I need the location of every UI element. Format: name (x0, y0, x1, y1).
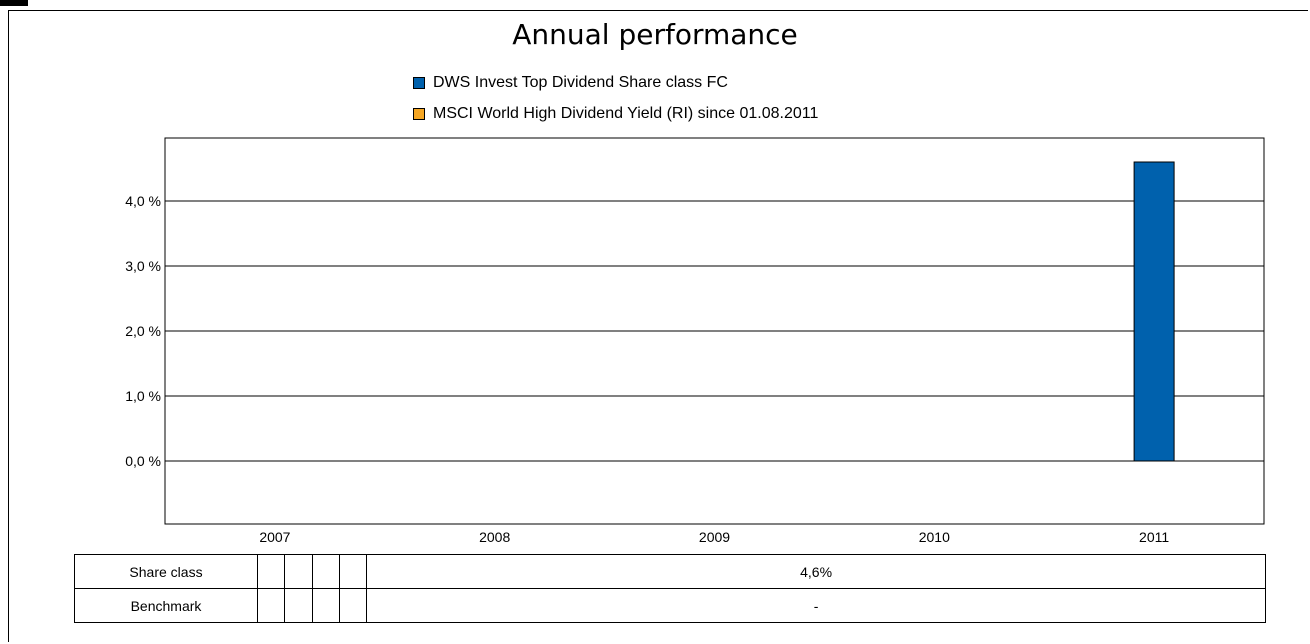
bar (1133, 161, 1175, 462)
legend-item-share-class: DWS Invest Top Dividend Share class FC (413, 73, 728, 93)
y-tick-label: 3,0 % (125, 258, 161, 274)
table-cell (338, 588, 368, 623)
chart-title: Annual performance (512, 18, 798, 51)
table-cell: 4,6% (366, 554, 1266, 589)
corner-mark (0, 0, 28, 6)
table-cell (284, 588, 313, 623)
legend-swatch-benchmark (413, 108, 425, 120)
table-cell (338, 554, 368, 589)
table-cell (284, 554, 313, 589)
performance-table: Share class 4,6% Benchmark - (74, 554, 1266, 623)
x-tick-label: 2007 (259, 529, 290, 545)
chart-frame (8, 10, 1308, 642)
table-row-benchmark: Benchmark - (74, 588, 1266, 623)
table-cell (256, 588, 286, 623)
x-tick-label: 2011 (1139, 529, 1169, 545)
legend-label-benchmark: MSCI World High Dividend Yield (RI) sinc… (433, 105, 819, 122)
y-tick-label: 1,0 % (125, 388, 161, 404)
x-tick-label: 2008 (479, 529, 510, 545)
table-cell (311, 554, 340, 589)
table-cell: - (366, 588, 1266, 623)
legend-swatch-share-class (413, 77, 425, 89)
row-label-benchmark: Benchmark (74, 588, 258, 623)
y-tick-label: 4,0 % (125, 193, 161, 209)
table-row-share-class: Share class 4,6% (74, 554, 1266, 589)
plot-area (164, 137, 1265, 525)
x-tick-label: 2009 (699, 529, 730, 545)
table-cell (311, 588, 340, 623)
legend-label-share-class: DWS Invest Top Dividend Share class FC (433, 74, 728, 91)
x-tick-label: 2010 (919, 529, 950, 545)
y-tick-label: 2,0 % (125, 323, 161, 339)
table-cell (256, 554, 286, 589)
legend-item-benchmark: MSCI World High Dividend Yield (RI) sinc… (413, 104, 818, 124)
row-label-share-class: Share class (74, 554, 258, 589)
y-tick-label: 0,0 % (125, 453, 161, 469)
